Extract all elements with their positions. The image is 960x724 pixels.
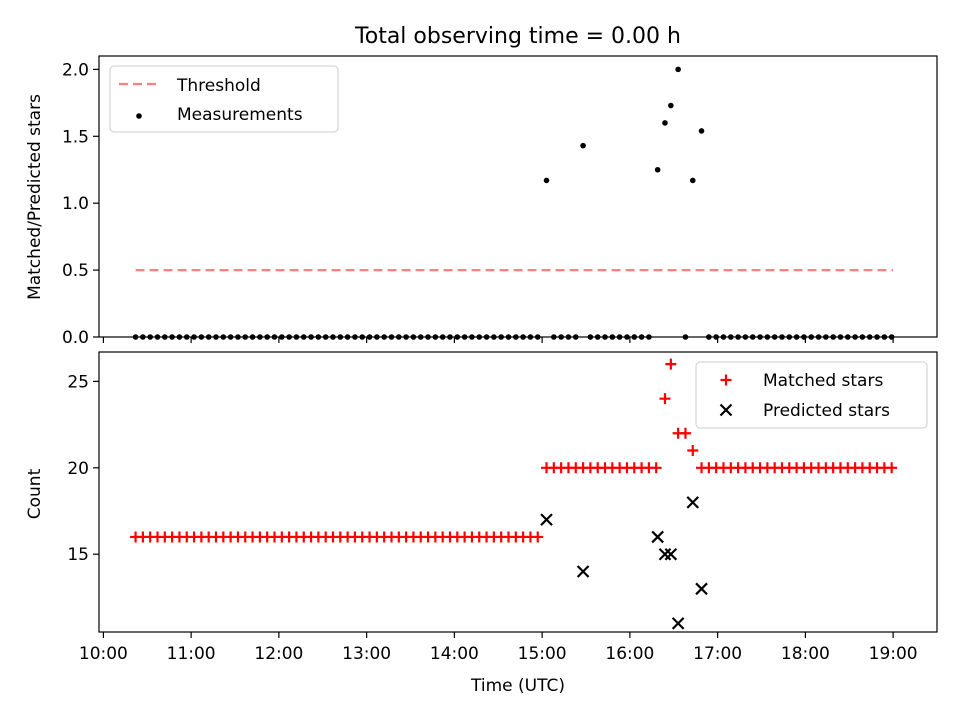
x-tick-label: 11:00 xyxy=(167,644,216,664)
x-tick-label: 16:00 xyxy=(605,644,654,664)
measurement-point xyxy=(698,128,705,134)
measurement-point xyxy=(662,120,668,126)
top-y-tick-label: 1.0 xyxy=(62,194,89,214)
top-y-tick-label: 0.5 xyxy=(62,261,89,281)
top-plot: 0.0 0.5 1.0 1.5 2.0 Threshold Measurements xyxy=(62,55,938,348)
legend-measurements-label: Measurements xyxy=(177,105,303,125)
predicted-star-point xyxy=(664,547,678,561)
predicted-star-point xyxy=(658,547,672,561)
x-axis-label: Time (UTC) xyxy=(470,676,565,696)
measurement-point xyxy=(543,177,550,184)
predicted-star-point xyxy=(576,565,590,578)
bottom-legend-box xyxy=(695,361,928,429)
predicted-star-point xyxy=(686,496,700,509)
bottom-y-tick-label: 15 xyxy=(67,545,89,565)
measurement-point xyxy=(689,177,696,184)
measurement-point xyxy=(675,66,681,73)
legend-predicted-swatch xyxy=(719,403,733,417)
top-y-tick-label: 0.0 xyxy=(62,328,89,348)
top-y-tick-label: 2.0 xyxy=(62,60,89,80)
predicted-star-point xyxy=(651,530,664,544)
top-legend-box xyxy=(109,65,339,133)
measurement-point xyxy=(668,102,674,109)
matched-star-point xyxy=(886,462,898,474)
matched-star-point xyxy=(687,445,699,457)
bottom-legend: Matched stars Predicted stars xyxy=(695,361,928,429)
chart-title: Total observing time = 0.00 h xyxy=(354,24,681,49)
legend-matched-swatch xyxy=(720,374,732,386)
measurement-point xyxy=(580,142,586,149)
predicted-star-point xyxy=(540,513,553,526)
legend-measurements-swatch xyxy=(136,113,142,119)
matched-star-point xyxy=(659,393,671,405)
measurement-point xyxy=(654,166,661,173)
x-tick-label: 15:00 xyxy=(518,644,567,664)
bottom-plot-frame xyxy=(98,351,938,633)
legend-threshold-label: Threshold xyxy=(176,76,261,96)
matched-star-point xyxy=(665,358,677,370)
x-tick-label: 12:00 xyxy=(254,644,303,664)
matched-star-point xyxy=(650,462,662,474)
bottom-y-tick-label: 25 xyxy=(67,372,89,392)
matched-star-point xyxy=(532,531,544,543)
predicted-star-point xyxy=(671,617,685,630)
bottom-y-tick-label: 20 xyxy=(67,459,89,479)
predicted-star-point xyxy=(695,582,708,596)
bottom-y-axis-label: Count xyxy=(25,468,45,519)
matched-star-point xyxy=(679,427,691,439)
x-tick-label: 17:00 xyxy=(693,644,742,664)
x-tick-label: 19:00 xyxy=(869,644,918,664)
legend-matched-label: Matched stars xyxy=(763,371,883,391)
top-y-tick-label: 1.5 xyxy=(62,127,89,147)
top-y-axis-label: Matched/Predicted stars xyxy=(25,94,45,300)
top-plot-frame xyxy=(98,55,938,338)
x-tick-label: 18:00 xyxy=(781,644,830,664)
bottom-plot: 15 20 25 10:00 11:00 12:00 13:00 14:00 15:00 16:0… xyxy=(67,351,938,664)
x-tick-label: 13:00 xyxy=(342,644,391,664)
legend-predicted-label: Predicted stars xyxy=(763,401,890,421)
x-tick-label: 10:00 xyxy=(79,644,128,664)
top-legend: Threshold Measurements xyxy=(109,65,339,133)
x-tick-label: 14:00 xyxy=(430,644,479,664)
